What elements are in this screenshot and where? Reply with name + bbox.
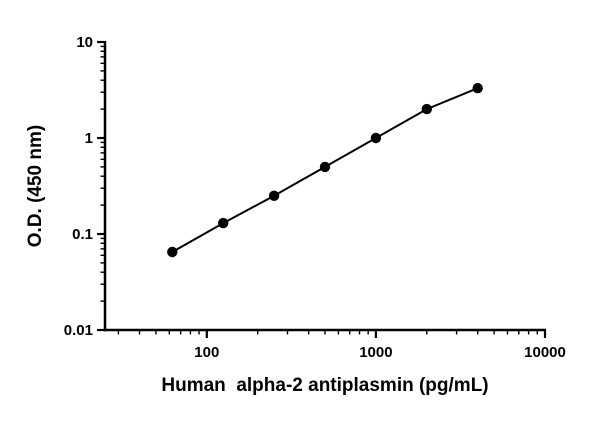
data-point-marker [167,246,178,258]
y-tick-label: 0.1 [72,226,93,243]
data-point-marker [218,217,229,229]
x-axis-title: Human alpha-2 antiplasmin (pg/mL) [161,375,489,396]
data-point-marker [319,161,331,173]
y-tick-label: 1 [85,130,93,147]
y-axis-title: O.D. (450 nm) [25,124,46,248]
data-point-marker [268,190,280,201]
y-tick-label: 10 [76,34,93,51]
x-tick-label: 10000 [524,344,566,361]
data-point-marker [370,132,382,144]
x-tick-label: 100 [194,344,219,361]
data-point-marker [472,83,483,94]
y-tick-label: 0.01 [64,322,93,339]
data-point-marker [421,103,432,115]
x-tick-label: 1000 [359,344,392,361]
